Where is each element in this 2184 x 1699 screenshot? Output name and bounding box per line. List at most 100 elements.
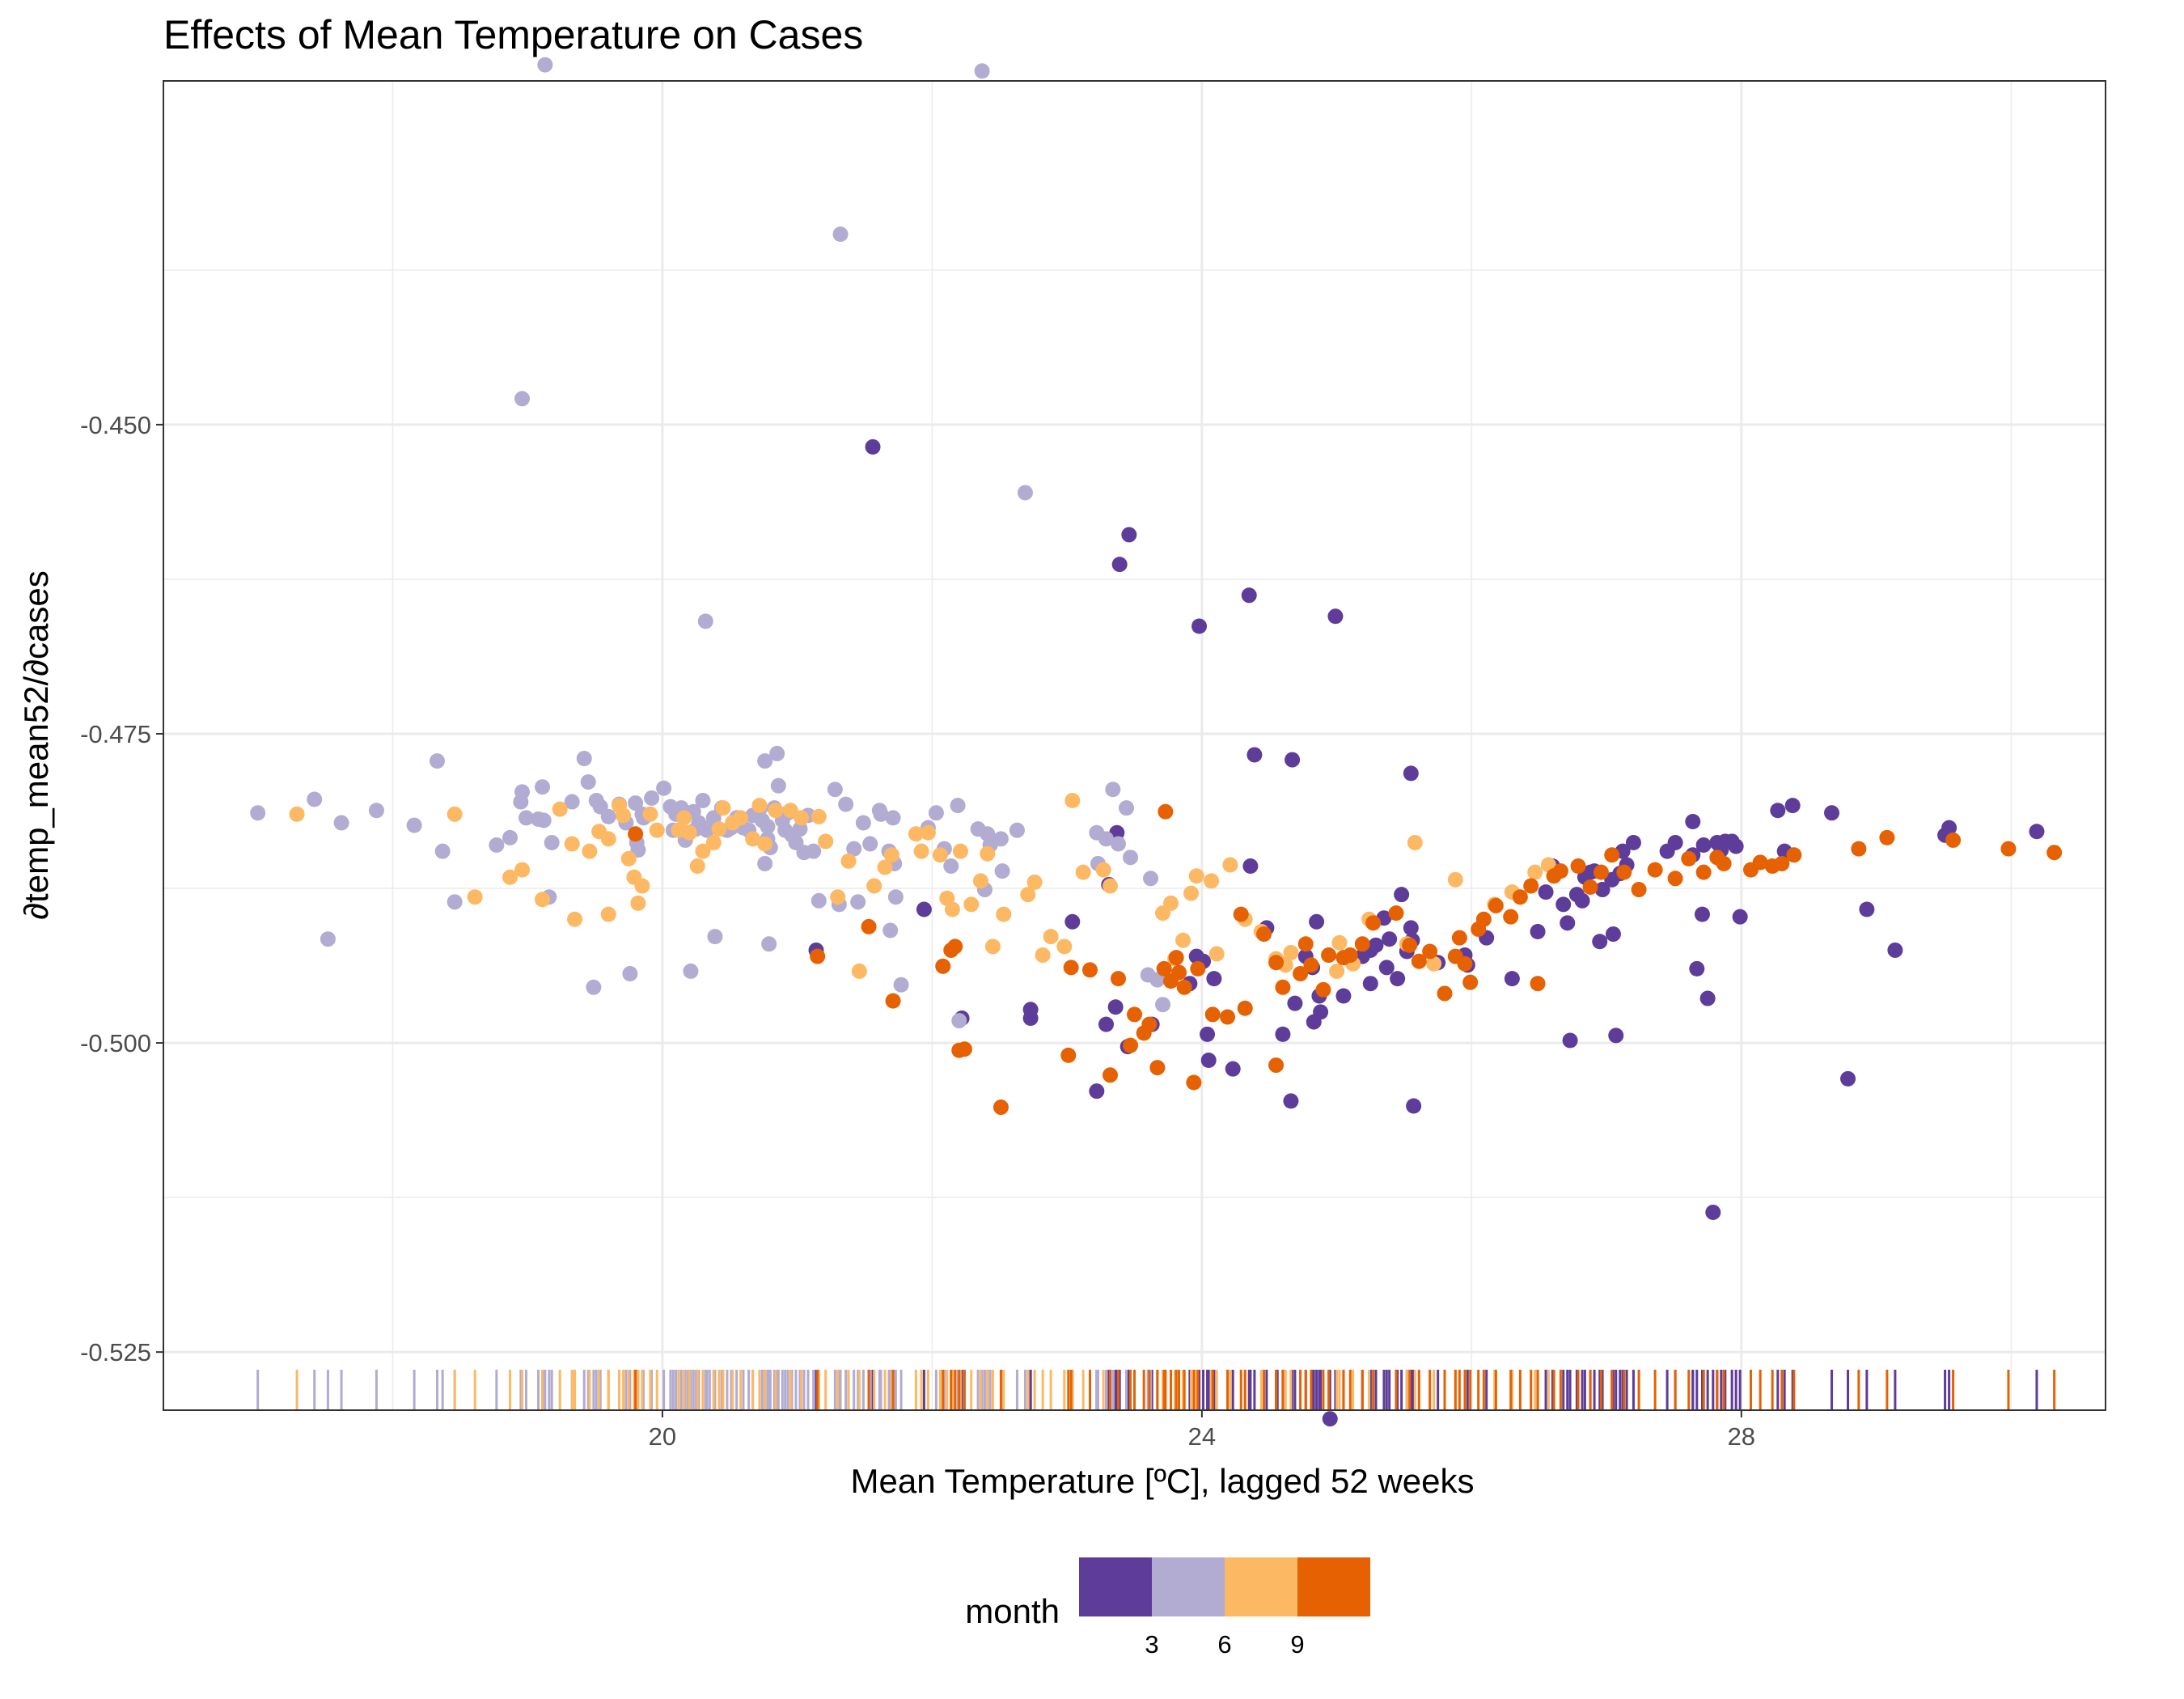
data-point bbox=[1275, 1026, 1291, 1042]
data-point bbox=[1303, 957, 1319, 973]
data-point bbox=[1667, 871, 1683, 887]
data-point bbox=[943, 858, 959, 875]
data-point bbox=[974, 63, 990, 79]
data-point bbox=[580, 774, 596, 790]
data-point bbox=[1570, 858, 1586, 875]
data-point bbox=[1191, 618, 1208, 634]
x-axis-title: Mean Temperature [ºC], lagged 52 weeks bbox=[851, 1462, 1475, 1500]
data-point bbox=[908, 826, 924, 842]
data-point bbox=[1241, 587, 1257, 604]
data-point bbox=[830, 889, 846, 905]
data-point bbox=[1523, 878, 1539, 894]
data-point bbox=[1287, 995, 1303, 1011]
data-point bbox=[810, 948, 826, 964]
data-point bbox=[502, 829, 518, 845]
data-point bbox=[782, 803, 798, 819]
data-point bbox=[993, 1099, 1009, 1116]
legend-tick-label: 3 bbox=[1145, 1630, 1158, 1659]
data-point bbox=[1149, 1060, 1166, 1076]
data-point bbox=[832, 227, 849, 243]
data-point bbox=[1354, 936, 1370, 952]
data-point bbox=[947, 938, 963, 955]
data-point bbox=[552, 801, 568, 817]
data-point bbox=[757, 855, 773, 871]
data-point bbox=[1503, 909, 1519, 925]
data-point bbox=[935, 958, 951, 974]
data-point bbox=[984, 938, 1001, 955]
data-point bbox=[1342, 947, 1358, 964]
data-point bbox=[893, 977, 909, 993]
data-point bbox=[792, 821, 808, 837]
data-point bbox=[1411, 953, 1427, 969]
data-point bbox=[944, 901, 960, 917]
data-point bbox=[1728, 838, 1744, 854]
data-point bbox=[1504, 971, 1520, 987]
data-point bbox=[1222, 857, 1238, 873]
data-point bbox=[544, 834, 560, 850]
data-point bbox=[1149, 972, 1166, 988]
data-point bbox=[447, 806, 463, 822]
data-point bbox=[1035, 947, 1051, 964]
data-point bbox=[537, 57, 553, 73]
data-point bbox=[564, 836, 580, 852]
data-point bbox=[1064, 913, 1081, 930]
legend-ticks: 3 6 9 bbox=[1145, 1630, 1304, 1659]
data-point bbox=[1362, 976, 1378, 992]
data-point bbox=[1064, 793, 1081, 809]
data-point bbox=[838, 796, 854, 812]
data-point bbox=[916, 901, 932, 917]
data-point bbox=[1283, 945, 1299, 961]
data-point bbox=[1378, 960, 1395, 976]
data-point bbox=[1941, 820, 1958, 836]
data-point bbox=[1786, 847, 1802, 863]
data-point bbox=[1593, 864, 1609, 880]
data-point bbox=[1859, 901, 1875, 917]
chart-title: Effects of Mean Temperature on Cases bbox=[163, 12, 863, 57]
data-point bbox=[707, 929, 723, 945]
data-point bbox=[576, 751, 592, 767]
data-point bbox=[1220, 1009, 1236, 1025]
data-point bbox=[676, 810, 692, 826]
legend-color-swatch bbox=[1297, 1557, 1370, 1616]
data-point bbox=[2000, 841, 2017, 857]
data-point bbox=[873, 806, 889, 822]
data-point bbox=[1447, 871, 1463, 888]
data-point bbox=[1824, 805, 1840, 821]
data-point bbox=[882, 922, 899, 938]
data-point bbox=[1081, 962, 1098, 978]
data-point bbox=[697, 613, 713, 629]
x-tick-label: 28 bbox=[1728, 1422, 1755, 1451]
data-point bbox=[1530, 924, 1546, 940]
data-point bbox=[1110, 971, 1126, 987]
data-point bbox=[634, 878, 650, 894]
data-point bbox=[1233, 906, 1249, 922]
grid-lines bbox=[163, 81, 2106, 1410]
data-point bbox=[1105, 782, 1121, 798]
data-point bbox=[1426, 955, 1442, 972]
data-point bbox=[1705, 1204, 1721, 1220]
data-point bbox=[1555, 896, 1572, 913]
data-point bbox=[628, 795, 644, 811]
data-point bbox=[1095, 862, 1111, 878]
data-point bbox=[1200, 1026, 1216, 1042]
data-point bbox=[622, 965, 638, 981]
data-point bbox=[1122, 1037, 1138, 1053]
data-point bbox=[1141, 1016, 1158, 1032]
data-point bbox=[1190, 960, 1206, 977]
data-point bbox=[1285, 752, 1301, 768]
data-point bbox=[695, 793, 711, 809]
legend-color-swatch bbox=[1225, 1557, 1297, 1616]
data-point bbox=[1770, 803, 1786, 819]
data-point bbox=[760, 819, 776, 835]
data-point bbox=[1026, 874, 1043, 890]
data-point bbox=[768, 803, 784, 819]
data-point bbox=[567, 911, 583, 927]
data-point bbox=[1163, 895, 1179, 911]
y-axis-ticks: -0.450 -0.475 -0.500 -0.525 bbox=[80, 411, 163, 1366]
data-point bbox=[1009, 822, 1025, 838]
data-point bbox=[811, 808, 827, 824]
y-axis-title: ∂temp_mean52/∂cases bbox=[17, 570, 55, 919]
data-point bbox=[1246, 747, 1263, 763]
data-point bbox=[1158, 803, 1174, 820]
